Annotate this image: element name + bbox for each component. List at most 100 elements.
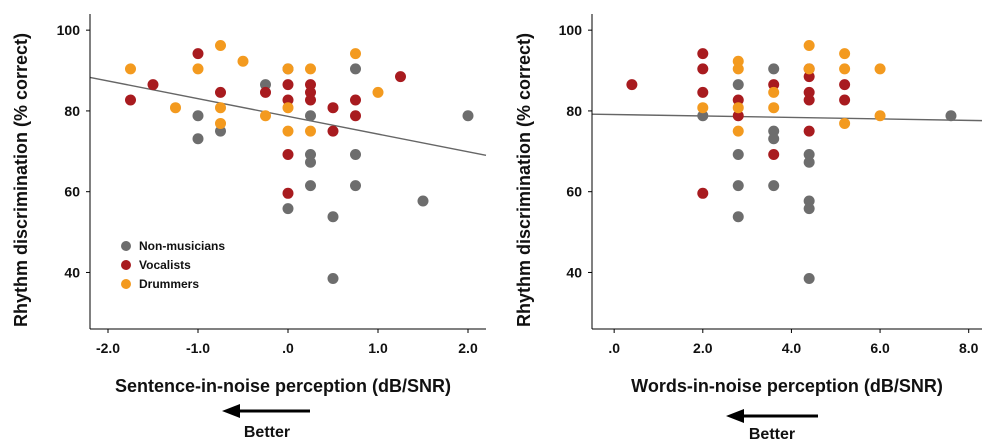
point-vocalists <box>395 71 406 83</box>
axes <box>591 14 982 330</box>
point-drummers <box>170 102 181 114</box>
point-non-musicians <box>732 149 744 161</box>
point-drummers <box>732 63 744 75</box>
point-non-musicians <box>803 273 815 285</box>
point-non-musicians <box>350 180 361 192</box>
point-drummers <box>350 48 361 60</box>
point-non-musicians <box>305 110 316 122</box>
chart-sentence-in-noise: 40 60 80 100 -2.0 -1.0 .0 1.0 2.0 Rhythm discrim… <box>11 14 487 441</box>
point-non-musicians <box>192 110 204 122</box>
y-tick-label: 100 <box>559 22 583 38</box>
point-vocalists <box>350 94 361 106</box>
point-non-musicians <box>697 110 709 122</box>
point-non-musicians <box>192 133 204 145</box>
point-drummers <box>839 63 851 75</box>
point-non-musicians <box>350 149 361 161</box>
y-tick-label: 60 <box>566 184 582 200</box>
legend-marker-non-musicians <box>121 241 131 251</box>
point-drummers <box>697 102 709 114</box>
point-vocalists <box>803 86 815 98</box>
point-vocalists <box>305 79 316 91</box>
point-drummers <box>282 125 294 137</box>
better-label: Better <box>749 426 795 441</box>
point-vocalists <box>768 79 780 91</box>
point-non-musicians <box>803 149 815 161</box>
point-non-musicians <box>305 149 316 161</box>
point-non-musicians <box>462 110 474 122</box>
point-vocalists <box>125 94 136 106</box>
point-vocalists <box>327 102 339 114</box>
legend-label-drummers: Drummers <box>139 277 199 291</box>
point-vocalists <box>768 149 780 161</box>
y-tick-label: 100 <box>57 22 81 38</box>
point-drummers <box>215 102 226 114</box>
legend-label-non-musicians: Non-musicians <box>139 239 225 253</box>
point-non-musicians <box>768 133 780 145</box>
legend-marker-vocalists <box>121 260 131 270</box>
point-non-musicians <box>768 125 780 137</box>
point-drummers <box>215 40 226 51</box>
x-axis-label: Sentence-in-noise perception (dB/SNR) <box>115 376 451 396</box>
y-tick-label: 40 <box>566 264 582 280</box>
x-tick-label: .0 <box>608 340 620 356</box>
point-vocalists <box>305 86 316 98</box>
point-vocalists <box>350 110 361 122</box>
point-non-musicians <box>417 195 429 207</box>
point-drummers <box>282 63 294 75</box>
point-vocalists <box>803 71 815 83</box>
point-vocalists <box>215 86 226 98</box>
point-vocalists <box>697 86 709 98</box>
point-drummers <box>732 102 744 114</box>
point-non-musicians <box>768 180 780 192</box>
point-non-musicians <box>732 180 744 192</box>
point-non-musicians <box>327 211 339 223</box>
point-vocalists <box>282 149 294 161</box>
point-drummers <box>305 63 316 75</box>
y-tick-label: 40 <box>64 264 80 280</box>
point-vocalists <box>626 79 638 91</box>
axis-ticks: 40 60 80 100 -2.0 -1.0 .0 1.0 2.0 <box>57 22 478 356</box>
point-vocalists <box>803 94 815 106</box>
point-drummers <box>732 55 744 67</box>
data-points <box>125 40 474 285</box>
point-non-musicians <box>945 110 957 122</box>
y-tick-label: 60 <box>64 184 80 200</box>
point-drummers <box>874 110 886 122</box>
point-non-musicians <box>350 63 361 75</box>
x-tick-label: -1.0 <box>186 340 210 356</box>
chart-words-in-noise: 40 60 80 100 .0 2.0 4.0 6.0 8.0 Rhythm discrimin… <box>514 14 982 441</box>
point-non-musicians <box>305 180 316 192</box>
point-non-musicians <box>803 156 815 168</box>
x-tick-label: 1.0 <box>368 340 388 356</box>
point-vocalists <box>147 79 159 91</box>
point-drummers <box>192 63 204 75</box>
y-tick-label: 80 <box>566 103 582 119</box>
x-tick-label: 6.0 <box>870 340 890 356</box>
point-vocalists <box>282 94 294 106</box>
x-tick-label: 4.0 <box>782 340 802 356</box>
data-points <box>626 40 957 285</box>
point-drummers <box>768 86 780 98</box>
point-drummers <box>839 48 851 60</box>
point-non-musicians <box>768 63 780 75</box>
point-drummers <box>803 63 815 75</box>
point-non-musicians <box>732 211 744 223</box>
x-tick-label: 2.0 <box>693 340 713 356</box>
better-arrow <box>222 404 310 418</box>
point-non-musicians <box>215 125 226 137</box>
x-axis-label: Words-in-noise perception (dB/SNR) <box>631 376 943 396</box>
trend-line <box>591 113 982 122</box>
point-drummers <box>125 63 136 75</box>
y-axis-label: Rhythm discrimination (% correct) <box>514 33 534 327</box>
point-vocalists <box>732 94 744 106</box>
point-non-musicians <box>260 79 271 91</box>
x-tick-label: 2.0 <box>458 340 478 356</box>
point-non-musicians <box>803 203 815 215</box>
point-non-musicians <box>305 156 316 168</box>
legend-label-vocalists: Vocalists <box>139 258 191 272</box>
point-vocalists <box>839 94 851 106</box>
point-drummers <box>732 125 744 137</box>
better-arrow <box>726 409 818 423</box>
point-non-musicians <box>803 195 815 207</box>
